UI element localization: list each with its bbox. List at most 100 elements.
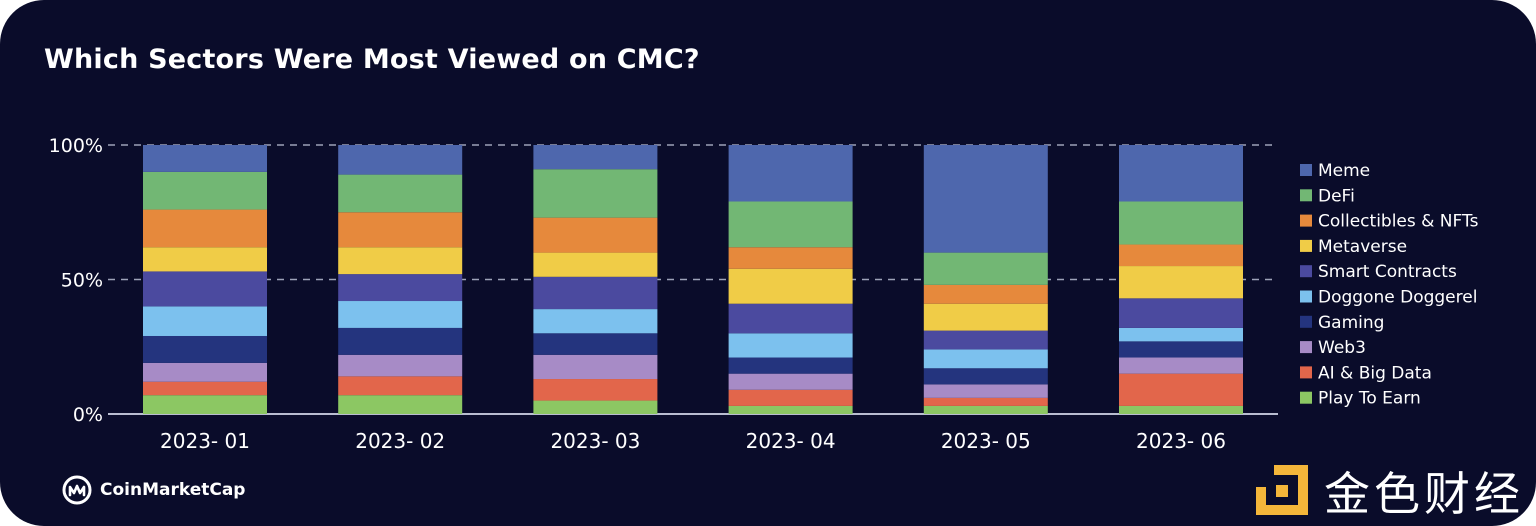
bar-segment-ai-big-data — [1119, 373, 1243, 406]
bar-segment-metaverse — [338, 247, 463, 275]
bar-segment-web3 — [338, 354, 463, 377]
legend-label: AI & Big Data — [1318, 363, 1432, 383]
x-tick-label: 2023- 01 — [160, 429, 250, 453]
bar-segment-doggone-doggerel — [143, 306, 267, 336]
bar-segment-defi — [338, 174, 463, 213]
bar-segment-doggone-doggerel — [728, 333, 853, 358]
bar-segment-smart-contracts — [728, 303, 853, 334]
legend-swatch — [1300, 214, 1312, 227]
bar-segment-play-to-earn — [728, 405, 853, 414]
bar-segment-defi — [533, 169, 658, 218]
coinmarketcap-logo-icon — [62, 475, 92, 505]
legend-label: Gaming — [1318, 313, 1384, 333]
bar-segment-doggone-doggerel — [1119, 327, 1243, 342]
bar-segment-smart-contracts — [533, 276, 658, 310]
legend-swatch — [1300, 315, 1312, 328]
x-tick-label: 2023- 03 — [550, 429, 640, 453]
legend-item: Meme — [1300, 161, 1370, 181]
legend-label: Collectibles & NFTs — [1318, 212, 1479, 232]
grid-lines — [108, 144, 1278, 415]
jinse-logo-icon — [1256, 465, 1308, 515]
legend-item: Doggone Doggerel — [1300, 288, 1477, 308]
bar-segment-gaming — [923, 368, 1048, 385]
y-tick-label: 50% — [61, 270, 103, 292]
x-tick-label: 2023- 04 — [746, 429, 836, 453]
legend-item: DeFi — [1300, 186, 1355, 206]
bar-segment-doggone-doggerel — [923, 349, 1048, 369]
bar-segment-collectibles-nfts — [338, 212, 463, 248]
legend: Meme DeFi Collectibles & NFTs Metaverse Smar… — [1300, 161, 1479, 409]
bar-segment-web3 — [143, 362, 267, 382]
bar-segment-doggone-doggerel — [338, 301, 463, 328]
bar-segment-ai-big-data — [143, 381, 267, 396]
legend-item: Collectibles & NFTs — [1300, 212, 1479, 232]
bar-segment-gaming — [143, 335, 267, 363]
bar-segment-gaming — [728, 357, 853, 374]
legend-swatch — [1300, 366, 1312, 379]
bar-segment-play-to-earn — [338, 395, 463, 414]
bar-segment-ai-big-data — [923, 397, 1048, 406]
bar-segment-meme — [1119, 145, 1243, 202]
bar-segment-collectibles-nfts — [728, 247, 853, 269]
legend-label: Smart Contracts — [1318, 262, 1457, 282]
legend-swatch — [1300, 239, 1312, 252]
bar-segment-metaverse — [1119, 266, 1243, 299]
legend-item: Gaming — [1300, 313, 1384, 333]
legend-label: Metaverse — [1318, 237, 1407, 257]
bar-group-3 — [728, 145, 853, 414]
axis-labels: 100% 50% 0% 2023- 01 2023- 02 2023- 03 2023- 0… — [49, 135, 1226, 453]
legend-item: AI & Big Data — [1300, 363, 1432, 383]
bar-segment-defi — [143, 171, 267, 210]
bar-segment-collectibles-nfts — [1119, 244, 1243, 267]
watermark-text: 金色财经 — [1324, 467, 1524, 521]
bar-segment-meme — [923, 145, 1048, 253]
y-tick-label: 0% — [73, 404, 103, 426]
bar-segment-gaming — [338, 327, 463, 355]
bar-segment-smart-contracts — [338, 274, 463, 302]
bar-segment-smart-contracts — [143, 271, 267, 307]
brand-name: CoinMarketCap — [100, 480, 246, 500]
legend-item: Web3 — [1300, 338, 1366, 358]
bar-segment-web3 — [533, 354, 658, 380]
bar-segment-defi — [728, 201, 853, 248]
x-tick-label: 2023- 05 — [941, 429, 1031, 453]
bar-segment-play-to-earn — [533, 400, 658, 414]
bar-segment-collectibles-nfts — [923, 284, 1048, 304]
legend-item: Smart Contracts — [1300, 262, 1457, 282]
bar-group-5 — [1119, 145, 1243, 414]
legend-label: Meme — [1318, 161, 1370, 181]
chart-title: Which Sectors Were Most Viewed on CMC? — [44, 44, 700, 75]
legend-label: Doggone Doggerel — [1318, 288, 1477, 308]
bar-segment-smart-contracts — [923, 330, 1048, 350]
bar-segment-play-to-earn — [143, 395, 267, 414]
legend-label: Play To Earn — [1318, 389, 1421, 409]
bar-segment-meme — [533, 145, 658, 170]
bar-segment-metaverse — [533, 252, 658, 277]
bar-segment-metaverse — [143, 247, 267, 272]
bar-segment-ai-big-data — [533, 379, 658, 401]
bar-group-0 — [143, 145, 267, 414]
bar-group-1 — [338, 145, 463, 414]
bar-groups — [143, 145, 1243, 414]
bar-segment-collectibles-nfts — [143, 209, 267, 248]
bar-segment-smart-contracts — [1119, 298, 1243, 328]
legend-label: Web3 — [1318, 338, 1366, 358]
bar-segment-metaverse — [923, 303, 1048, 331]
bar-segment-play-to-earn — [1119, 405, 1243, 414]
bar-segment-doggone-doggerel — [533, 309, 658, 334]
bar-group-4 — [923, 145, 1048, 414]
legend-label: DeFi — [1318, 186, 1355, 206]
bar-segment-meme — [338, 145, 463, 175]
bar-segment-collectibles-nfts — [533, 217, 658, 253]
bar-segment-metaverse — [728, 268, 853, 304]
bar-segment-play-to-earn — [923, 405, 1048, 414]
legend-item: Metaverse — [1300, 237, 1407, 257]
bar-segment-defi — [923, 252, 1048, 285]
bar-segment-web3 — [1119, 357, 1243, 374]
legend-item: Play To Earn — [1300, 389, 1421, 409]
x-tick-label: 2023- 06 — [1136, 429, 1226, 453]
legend-swatch — [1300, 290, 1312, 303]
bar-segment-web3 — [923, 384, 1048, 398]
